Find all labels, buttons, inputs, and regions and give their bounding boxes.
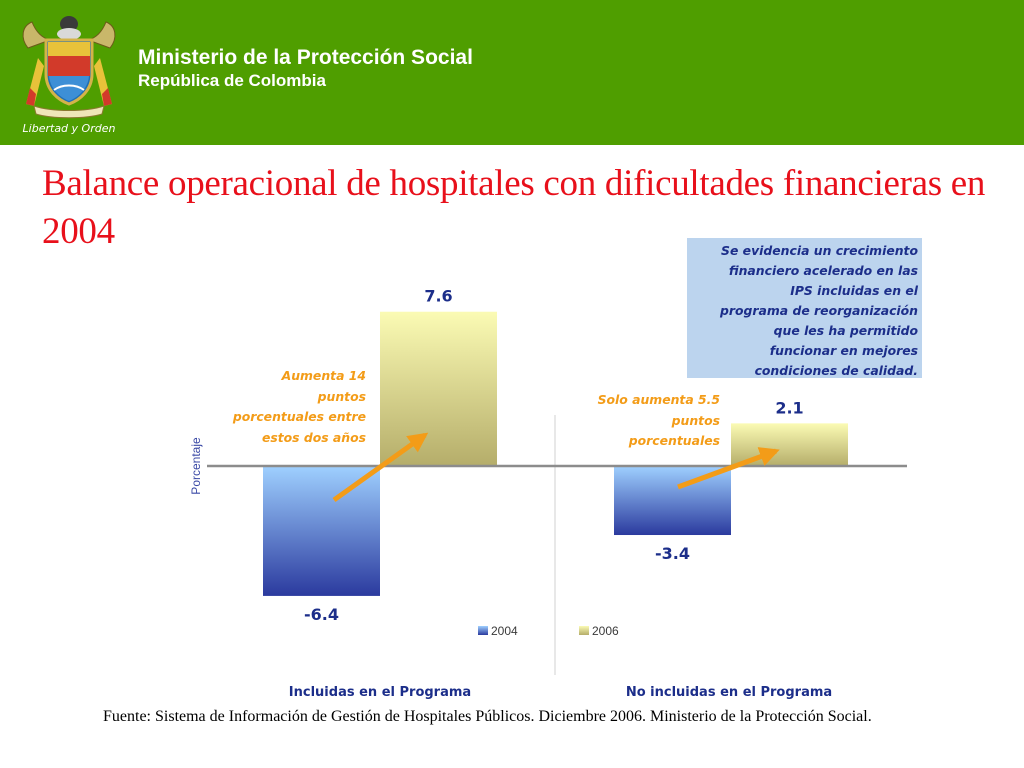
bar-2004-no-incluidas <box>614 466 731 536</box>
annotation-line: porcentuales entre <box>232 409 366 424</box>
legend-swatch-2004 <box>478 626 488 635</box>
country-name: República de Colombia <box>138 71 326 90</box>
annotation-increase-14: Aumenta 14 puntos porcentuales entre est… <box>196 366 366 448</box>
header-banner: Libertad y Orden Ministerio de la Protec… <box>0 0 1024 145</box>
note-box: Se evidencia un crecimiento financiero a… <box>687 238 922 378</box>
annotation-line: porcentuales <box>628 433 720 448</box>
slide-title: Balance operacional de hospitales con di… <box>42 163 986 252</box>
motto-text: Libertad y Orden <box>23 122 116 135</box>
coat-of-arms-icon: Libertad y Orden <box>23 16 116 135</box>
increase-arrow-2 <box>677 447 780 490</box>
legend-label-2006: 2006 <box>592 624 619 638</box>
data-label-2006-incluidas: 7.6 <box>424 287 452 306</box>
note-line: condiciones de calidad. <box>754 363 918 378</box>
source-note: Fuente: Sistema de Información de Gestió… <box>103 708 872 725</box>
org-name: Ministerio de la Protección Social <box>138 46 473 69</box>
annotation-increase-5-5: Solo aumenta 5.5 puntos porcentuales <box>560 390 720 452</box>
bar-2006-incluidas <box>380 311 497 466</box>
note-line: financiero acelerado en las <box>728 263 918 278</box>
category-label-incluidas: Incluidas en el Programa <box>289 685 471 700</box>
data-label-2006-no-incluidas: 2.1 <box>775 398 803 417</box>
legend-swatch-2006 <box>579 626 589 635</box>
y-axis-label: Porcentaje <box>189 437 203 495</box>
note-line: IPS incluidas en el <box>790 283 918 298</box>
note-line: que les ha permitido <box>773 323 918 338</box>
category-label-no-incluidas: No incluidas en el Programa <box>626 685 832 700</box>
annotation-line: Solo aumenta 5.5 <box>597 392 720 407</box>
note-line: funcionar en mejores <box>769 343 918 358</box>
data-label-2004-no-incluidas: -3.4 <box>655 544 690 563</box>
annotation-line: puntos <box>671 412 720 428</box>
legend-label-2004: 2004 <box>491 624 518 638</box>
annotation-line: puntos <box>317 388 366 404</box>
annotation-line: estos dos años <box>261 429 366 445</box>
note-line: programa de reorganización <box>720 303 918 318</box>
annotation-line: Aumenta 14 <box>281 368 366 383</box>
org-block: Ministerio de la Protección Social Repúb… <box>138 46 473 92</box>
note-line: Se evidencia un crecimiento <box>721 243 918 258</box>
data-label-2004-incluidas: -6.4 <box>304 605 339 624</box>
increase-arrow-1 <box>332 432 429 503</box>
bar-2004-incluidas <box>263 466 380 596</box>
